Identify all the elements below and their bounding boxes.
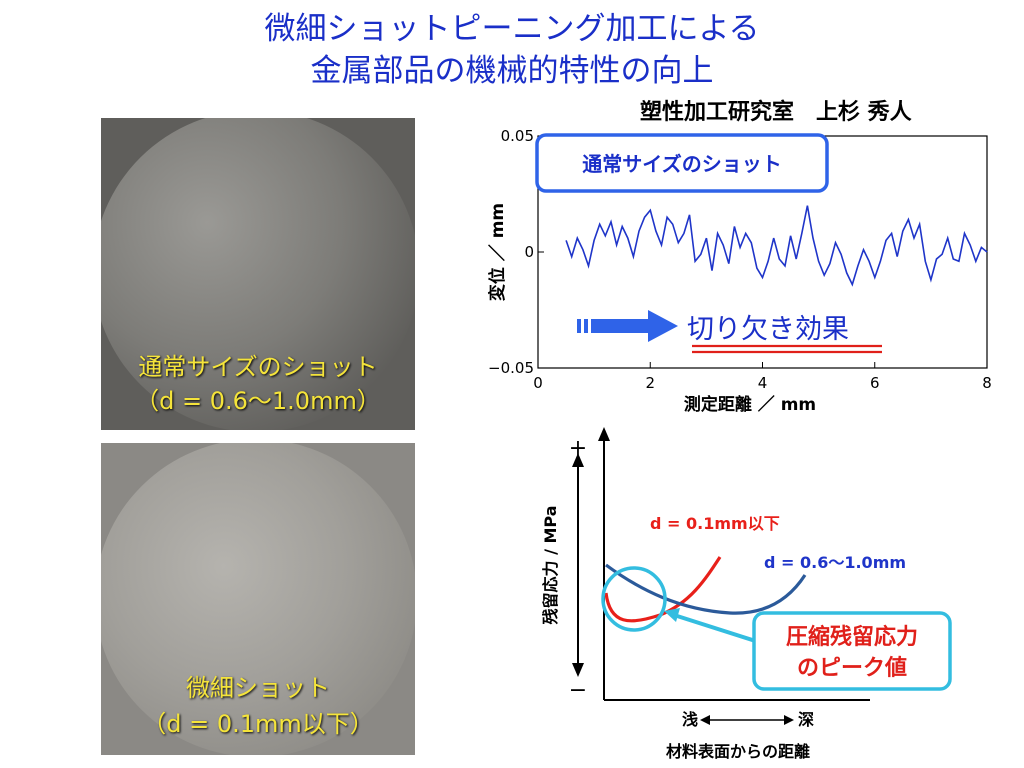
photo-fine-shot: 微細ショット （d = 0.1mm以下）: [101, 443, 415, 755]
callout-text: 通常サイズのショット: [582, 152, 781, 176]
x-tick-label: 4: [758, 374, 768, 392]
title-line-1: 微細ショットピーニング加工による: [264, 11, 760, 47]
x-end-shallow: 浅: [682, 710, 698, 729]
callout-box: [535, 133, 829, 193]
arrow-right-icon: [577, 310, 678, 342]
photo2-caption-line1: 微細ショット: [186, 674, 330, 702]
x-end-deep: 深: [798, 710, 814, 729]
series-large-shot-curve: [605, 563, 807, 615]
photo-normal-shot: 通常サイズのショット （d = 0.6～1.0mm）: [101, 118, 415, 430]
y-axis-label: 残留応力 / MPa: [541, 505, 560, 624]
author-label: 塑性加工研究室 上杉 秀人: [640, 100, 912, 125]
photo1-caption-line2: （d = 0.6～1.0mm）: [135, 387, 381, 415]
depth-arrow-right: [784, 715, 794, 725]
x-tick-label: 6: [870, 374, 880, 392]
residual-stress-chart: + − 残留応力 / MPa d = 0.1mm以下 d = 0.6～1.0mm…: [541, 427, 952, 761]
legend-small-shot: d = 0.1mm以下: [650, 514, 780, 533]
peak-callout-box: [752, 611, 952, 691]
y-tick-label: 0: [524, 243, 534, 261]
y-axis-arrowhead: [598, 427, 610, 441]
x-axis-label: 材料表面からの距離: [666, 742, 810, 761]
y-tick-label: −0.05: [488, 359, 534, 377]
y-tick-label: 0.05: [501, 127, 534, 145]
x-tick-label: 8: [982, 374, 992, 392]
stress-arrow-down: [572, 663, 584, 677]
x-axis-label: 測定距離 ／ mm: [684, 394, 816, 415]
notch-effect-label: 切り欠き効果: [687, 314, 849, 345]
stress-arrow-up: [572, 453, 584, 467]
y-end-plus: +: [569, 436, 587, 461]
peak-highlight-circle: [601, 566, 667, 632]
disc-fine: [101, 443, 415, 755]
profile-line: [565, 205, 988, 287]
peak-pointer-arrowhead: [664, 608, 680, 622]
peak-callout-line1: 圧縮残留応力: [786, 624, 918, 650]
disc-rough: [101, 118, 415, 430]
y-axis-label: 変位 ／ mm: [487, 203, 508, 301]
y-end-minus: −: [569, 678, 587, 703]
photo1-caption-line1: 通常サイズのショット: [138, 353, 378, 381]
title-line-2: 金属部品の機械的特性の向上: [310, 53, 714, 89]
photo2-caption-line2: （d = 0.1mm以下）: [142, 710, 374, 738]
peak-callout-line2: のピーク値: [797, 656, 907, 681]
x-tick-label: 0: [533, 374, 543, 392]
legend-large-shot: d = 0.6～1.0mm: [764, 553, 906, 572]
depth-arrow-left: [700, 715, 710, 725]
x-tick-label: 2: [645, 374, 655, 392]
